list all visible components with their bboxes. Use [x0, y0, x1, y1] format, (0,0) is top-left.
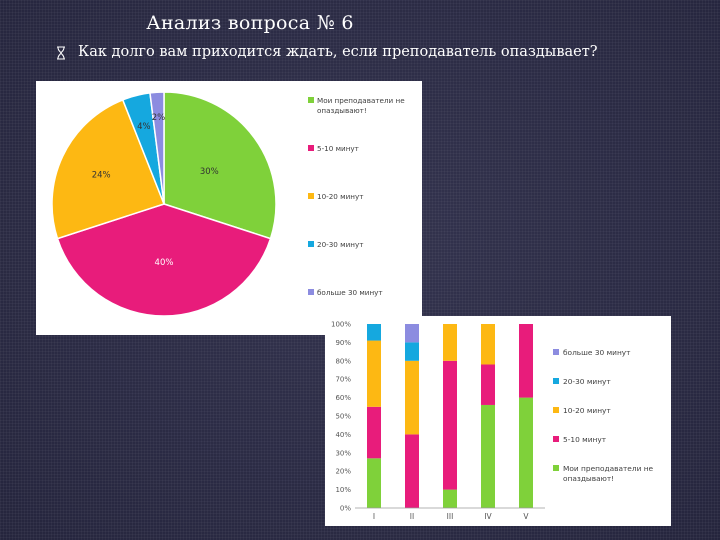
pie-data-label-item-4: 4% [137, 122, 151, 132]
y-tick-label-1: 10% [335, 486, 351, 494]
bar-segment-item-3-series-2 [443, 360, 457, 490]
pie-slice-item-2 [56, 203, 272, 317]
x-tick-label-item-3: III [447, 512, 454, 521]
y-tick-label-8: 80% [335, 357, 351, 365]
bar-segment-item-5-series-1 [519, 397, 533, 508]
bar-segment-item-1-series-1 [367, 458, 381, 508]
question-bullet-item: Как долго вам приходится ждать, если пре… [56, 44, 712, 60]
bar-segment-item-1-series-3 [367, 340, 381, 407]
y-tick-label-9: 90% [335, 339, 351, 347]
pie-data-label-item-2: 40% [155, 258, 174, 268]
bar-segment-item-1-series-4 [367, 324, 381, 341]
y-tick-label-6: 60% [335, 394, 351, 402]
bar-legend-label-series-3: 10-20 минут [563, 406, 611, 415]
y-tick-label-7: 70% [335, 376, 351, 384]
hourglass-icon [57, 46, 65, 60]
pie-legend-label-item-1: Мои преподаватели не [317, 96, 405, 105]
pie-chart-panel: 30% 40% 24% 4% 2% Мои преподаватели не опаздыв… [36, 81, 422, 335]
pie-data-label-item-5: 2% [152, 113, 166, 123]
stacked-bar-chart-panel: 0% 10% 20% 30% 40% 50% 60% 70% 80% 90% 100% I II III I… [325, 316, 671, 526]
x-tick-label-item-5: V [523, 512, 529, 521]
bar-segment-item-5-series-2 [519, 324, 533, 398]
bar-legend-swatch-series-4 [553, 378, 559, 384]
y-tick-label-5: 50% [335, 413, 351, 421]
bar-legend-swatch-series-3 [553, 407, 559, 413]
bar-segment-item-4-series-3 [481, 324, 495, 365]
bar-legend-label-series-1-cont: опаздывают! [563, 474, 614, 483]
pie-chart: 30% 40% 24% 4%2% Мои преподаватели неопаздыв… [51, 91, 405, 317]
bar-legend-swatch-series-2 [553, 436, 559, 442]
bar-segment-item-2-series-2 [405, 434, 419, 508]
pie-legend-label-item-1-cont: опаздывают! [317, 106, 367, 115]
bar-segment-item-3-series-1 [443, 489, 457, 508]
y-tick-label-4: 40% [335, 431, 351, 439]
bar-segment-item-1-series-2 [367, 406, 381, 459]
bar-segment-item-3-series-3 [443, 324, 457, 361]
pie-legend-label-item-3: 10-20 минут [317, 192, 363, 201]
pie-legend-swatch-item-1 [308, 97, 314, 103]
pie-legend-label-item-4: 20-30 минут [317, 240, 363, 249]
pie-data-label-item-3: 24% [92, 170, 111, 180]
y-tick-label-2: 20% [335, 468, 351, 476]
bar-legend-label-series-5: больше 30 минут [563, 348, 631, 357]
pie-legend-label-item-2: 5-10 минут [317, 144, 359, 153]
pie-legend-swatch-item-4 [308, 241, 314, 247]
pie-legend-swatch-item-3 [308, 193, 314, 199]
bar-segment-item-2-series-4 [405, 342, 419, 361]
pie-legend-label-item-5: больше 30 минут [317, 288, 383, 297]
y-tick-label-3: 30% [335, 449, 351, 457]
question-text: Как долго вам приходится ждать, если пре… [78, 44, 598, 60]
bar-segment-item-2-series-5 [405, 324, 419, 343]
pie-data-label-item-1: 30% [200, 167, 219, 177]
x-tick-label-item-1: I [373, 512, 375, 521]
stacked-bar-chart: 0%10%20%30%40%50%60%70%80%90%100%I II III I… [331, 321, 654, 522]
bar-segment-item-2-series-3 [405, 360, 419, 435]
bar-segment-item-4-series-1 [481, 404, 495, 508]
y-tick-label-0: 0% [340, 505, 351, 513]
bar-segment-item-4-series-2 [481, 364, 495, 405]
x-tick-label-item-2: II [410, 512, 414, 521]
pie-slice-item-1 [163, 91, 277, 240]
pie-legend-swatch-item-5 [308, 289, 314, 295]
bar-legend-label-series-4: 20-30 минут [563, 377, 611, 386]
bar-legend-swatch-series-5 [553, 349, 559, 355]
y-tick-label-10: 100% [331, 321, 351, 329]
pie-slice-item-5 [149, 91, 165, 205]
slide-title: Анализ вопроса № 6 [146, 12, 354, 34]
bar-legend-label-series-2: 5-10 минут [563, 435, 607, 444]
pie-legend-swatch-item-2 [308, 145, 314, 151]
x-tick-label-item-4: IV [484, 512, 492, 521]
bar-legend-label-series-1: Мои преподаватели не [563, 464, 654, 473]
bar-legend-swatch-series-1 [553, 465, 559, 471]
